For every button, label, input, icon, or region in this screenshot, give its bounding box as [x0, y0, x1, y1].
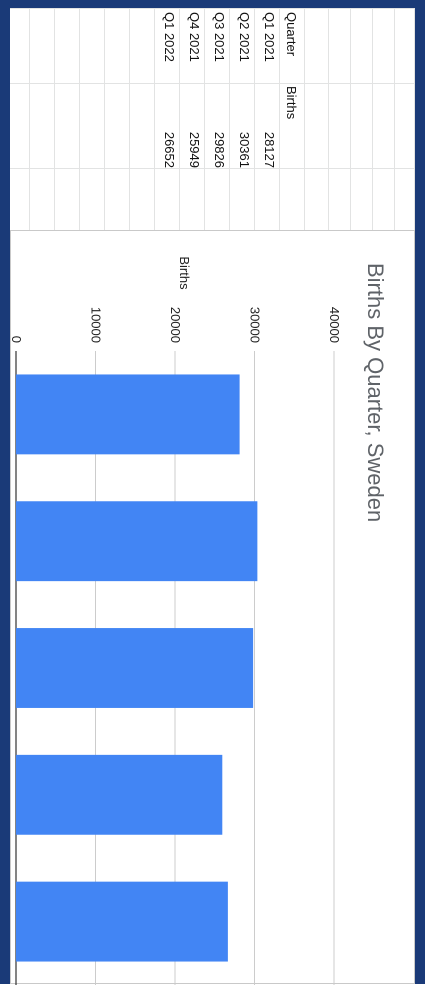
bar[interactable] — [16, 754, 223, 835]
table-row-4-quarter[interactable]: Q4 2021 — [187, 12, 202, 62]
grid-column-line — [10, 168, 415, 169]
bar[interactable] — [16, 628, 254, 708]
table-row-5-births[interactable]: 26652 — [162, 131, 177, 168]
x-tick-label: Q1 2021 — [9, 389, 12, 439]
bar-chart: Births By Quarter, Sweden Births 0 10000 2… — [9, 256, 388, 985]
table-row-3-births[interactable]: 29826 — [212, 131, 227, 168]
bar[interactable] — [16, 374, 240, 455]
rotated-sheet-view: Quarter Births Q1 2021 28127 Q2 2021 303… — [9, 8, 415, 985]
table-row-1-births[interactable]: 28127 — [262, 131, 277, 168]
embedded-chart[interactable]: Births By Quarter, Sweden Births 0 10000 2… — [9, 230, 415, 985]
table-row-2-quarter[interactable]: Q2 2021 — [237, 12, 252, 62]
table-header-quarter[interactable]: Quarter — [284, 12, 299, 57]
x-tick-label: Q4 2021 — [9, 770, 12, 820]
table-row-5-quarter[interactable]: Q1 2022 — [162, 12, 177, 62]
spreadsheet-area[interactable]: Quarter Births Q1 2021 28127 Q2 2021 303… — [9, 8, 415, 985]
table-header-births[interactable]: Births — [284, 86, 299, 120]
window-frame-left — [0, 0, 10, 984]
y-tick-label: 30000 — [248, 307, 263, 343]
window-frame-top — [0, 0, 425, 8]
table-row-4-births[interactable]: 25949 — [187, 131, 202, 168]
x-tick-label: Q1 2022 — [9, 897, 12, 947]
x-tick-label: Q3 2021 — [9, 643, 12, 693]
bar[interactable] — [16, 881, 228, 962]
x-tick-label: Q2 2021 — [9, 516, 12, 566]
y-axis-label: Births — [177, 256, 192, 290]
table-row-2-births[interactable]: 30361 — [237, 131, 252, 168]
table-row-1-quarter[interactable]: Q1 2021 — [262, 12, 277, 62]
y-tick-label: 10000 — [89, 307, 104, 343]
window-frame-right — [415, 0, 425, 984]
bar[interactable] — [16, 501, 258, 582]
table-row-3-quarter[interactable]: Q3 2021 — [212, 12, 227, 62]
grid-column-line — [10, 8, 415, 9]
y-tick-label: 20000 — [168, 307, 183, 343]
grid-column-line — [10, 83, 415, 84]
y-tick-label: 40000 — [327, 307, 342, 343]
chart-title: Births By Quarter, Sweden — [363, 263, 388, 522]
y-tick-label: 0 — [9, 336, 24, 343]
